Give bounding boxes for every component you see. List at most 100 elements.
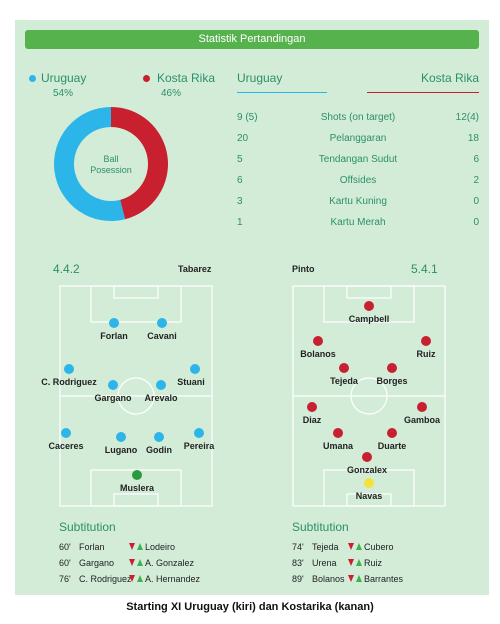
- sub-player-in: A. Hernandez: [145, 574, 201, 584]
- sub-player-out: Tejeda: [312, 542, 339, 552]
- stat-away-value: 2: [473, 175, 479, 186]
- sub-minute: 89': [292, 574, 304, 584]
- sub-minute: 76': [59, 574, 71, 584]
- stat-home-value: 9 (5): [237, 112, 258, 123]
- player-name: Bolanos: [300, 349, 336, 359]
- stats-home-underline: [237, 92, 327, 93]
- possession-home-pct: 54%: [53, 88, 74, 99]
- sub-row: 60' Forlan Lodeiro: [59, 542, 249, 554]
- player-marker: [364, 478, 374, 488]
- away-pitch: [292, 285, 446, 507]
- player-name: Gamboa: [403, 415, 441, 425]
- sub-minute: 60': [59, 542, 71, 552]
- donut-label-2: Posession: [90, 165, 132, 175]
- player-marker: [387, 428, 397, 438]
- player-name: Campbell: [348, 314, 390, 324]
- stat-home-value: 3: [237, 196, 243, 207]
- sub-arrows-icon: [348, 575, 362, 585]
- player-name: Tejeda: [330, 376, 358, 386]
- stat-row: 1 Kartu Merah 0: [237, 217, 479, 231]
- player-name: Ruiz: [416, 349, 436, 359]
- sub-row: 83' Urena Ruiz: [292, 558, 482, 570]
- away-formation: 5.4.1: [411, 262, 438, 276]
- stat-label: Offsides: [339, 175, 377, 186]
- sub-player-in: A. Gonzalez: [145, 558, 195, 568]
- sub-arrows-icon: [129, 575, 143, 585]
- player-marker: [132, 470, 142, 480]
- player-marker: [116, 432, 126, 442]
- stat-away-value: 0: [473, 217, 479, 228]
- player-name: Gonzalex: [346, 465, 388, 475]
- sub-player-out: C. Rodriguez: [79, 574, 132, 584]
- away-subs-title: Subtitution: [292, 520, 349, 534]
- sub-player-in: Barrantes: [364, 574, 404, 584]
- player-name: Pereira: [183, 441, 215, 451]
- player-name: Duarte: [377, 441, 407, 451]
- player-name: Godin: [146, 445, 172, 455]
- possession-away-pct: 46%: [161, 88, 182, 99]
- player-name: Navas: [355, 491, 383, 501]
- stat-row: 3 Kartu Kuning 0: [237, 196, 479, 210]
- player-marker: [194, 428, 204, 438]
- player-name: Borges: [376, 376, 408, 386]
- sub-arrows-icon: [129, 543, 143, 553]
- home-pitch: [59, 285, 213, 507]
- stat-home-value: 6: [237, 175, 243, 186]
- player-name: Muslera: [119, 483, 155, 493]
- player-name: Cavani: [147, 331, 177, 341]
- stats-away-name: Kosta Rika: [420, 71, 479, 85]
- sub-minute: 83': [292, 558, 304, 568]
- stat-away-value: 12(4): [455, 112, 479, 123]
- player-marker: [64, 364, 74, 374]
- player-marker: [156, 380, 166, 390]
- caption: Starting XI Uruguay (kiri) dan Kostarika…: [126, 601, 374, 613]
- player-marker: [417, 402, 427, 412]
- player-marker: [339, 363, 349, 373]
- sub-row: 76' C. Rodriguez A. Hernandez: [59, 574, 249, 586]
- stats-away-underline: [367, 92, 479, 93]
- player-marker: [109, 318, 119, 328]
- player-marker: [313, 336, 323, 346]
- sub-row: 89' Bolanos Barrantes: [292, 574, 482, 586]
- stat-label: Shots (on target): [320, 112, 396, 123]
- stat-label: Tendangan Sudut: [318, 154, 398, 165]
- stat-row: 20 Pelanggaran 18: [237, 133, 479, 147]
- sub-player-out: Urena: [312, 558, 337, 568]
- possession-home-name: Uruguay: [41, 71, 87, 85]
- sub-arrows-icon: [348, 543, 362, 553]
- stat-label: Kartu Kuning: [329, 196, 387, 207]
- player-name: Caceres: [48, 441, 84, 451]
- player-marker: [333, 428, 343, 438]
- stat-row: 9 (5) Shots (on target) 12(4): [237, 112, 479, 126]
- stat-away-value: 18: [467, 133, 479, 144]
- player-marker: [387, 363, 397, 373]
- player-marker: [421, 336, 431, 346]
- player-marker: [307, 402, 317, 412]
- stat-label: Kartu Merah: [330, 217, 386, 228]
- sub-player-in: Lodeiro: [145, 542, 176, 552]
- sub-minute: 74': [292, 542, 304, 552]
- home-formation: 4.4.2: [53, 262, 80, 276]
- stat-row: 6 Offsides 2: [237, 175, 479, 189]
- player-marker: [108, 380, 118, 390]
- player-name: Arevalo: [144, 393, 178, 403]
- stat-away-value: 6: [473, 154, 479, 165]
- possession-away-arc: [111, 107, 169, 220]
- possession-donut: Ball Posession: [54, 107, 169, 221]
- player-marker: [362, 452, 372, 462]
- sub-player-out: Bolanos: [312, 574, 345, 584]
- player-name: Lugano: [104, 445, 138, 455]
- home-color-dot: [29, 75, 36, 82]
- sub-row: 60' Gargano A. Gonzalez: [59, 558, 249, 570]
- player-name: Forlan: [100, 331, 128, 341]
- possession-away-name: Kosta Rika: [157, 71, 216, 85]
- away-color-dot: [143, 75, 150, 82]
- sub-player-in: Cubero: [364, 542, 394, 552]
- player-name: Gargano: [94, 393, 132, 403]
- player-marker: [61, 428, 71, 438]
- home-coach: Tabarez: [178, 264, 212, 274]
- player-marker: [154, 432, 164, 442]
- player-marker: [157, 318, 167, 328]
- home-subs-title: Subtitution: [59, 520, 116, 534]
- sub-player-in: Ruiz: [364, 558, 383, 568]
